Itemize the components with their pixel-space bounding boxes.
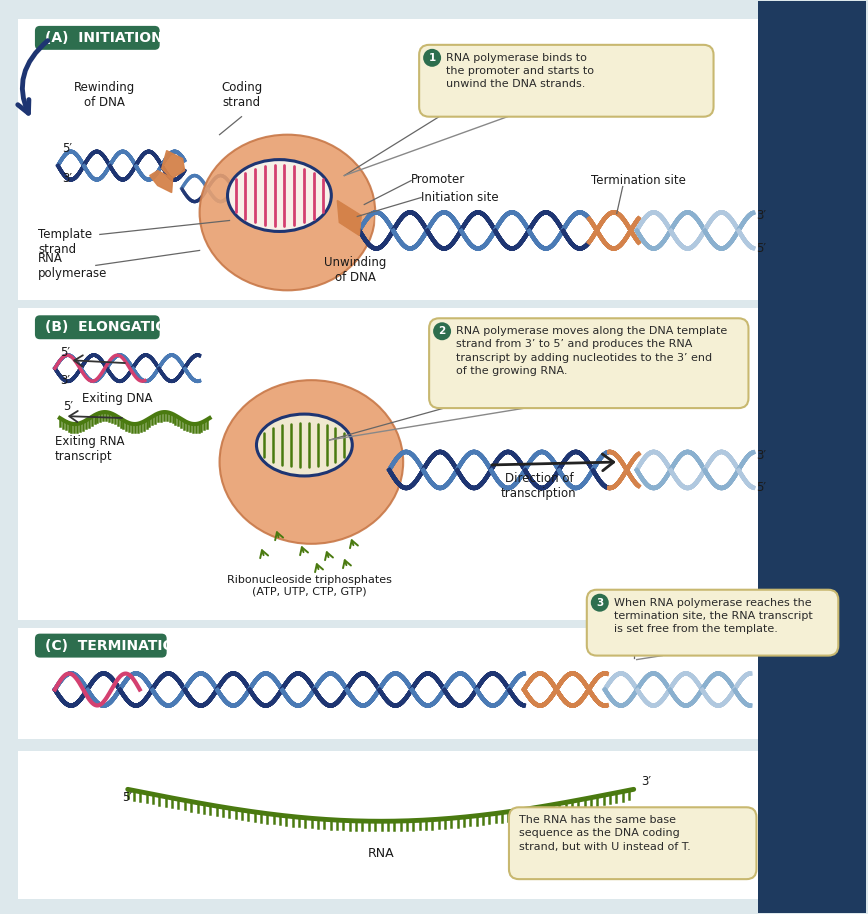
Text: Direction of
transcription: Direction of transcription	[501, 472, 576, 500]
Text: 5′: 5′	[756, 242, 766, 255]
Polygon shape	[149, 171, 173, 193]
FancyBboxPatch shape	[419, 45, 713, 117]
FancyBboxPatch shape	[35, 315, 160, 339]
Text: 5′: 5′	[62, 143, 72, 155]
Ellipse shape	[200, 134, 375, 291]
Text: Coding
strand: Coding strand	[220, 80, 262, 109]
Text: Ribonucleoside triphosphates
(ATP, UTP, CTP, GTP): Ribonucleoside triphosphates (ATP, UTP, …	[227, 575, 391, 596]
Text: (A)  INITIATION: (A) INITIATION	[45, 31, 162, 45]
Text: Termination site: Termination site	[591, 174, 686, 186]
Circle shape	[433, 323, 451, 340]
Polygon shape	[161, 151, 185, 178]
Ellipse shape	[227, 160, 332, 231]
Text: Unwinding
of DNA: Unwinding of DNA	[324, 257, 386, 284]
Text: 3′: 3′	[756, 449, 766, 462]
Polygon shape	[338, 200, 361, 236]
Ellipse shape	[220, 380, 403, 544]
Bar	[18, 19, 759, 301]
FancyBboxPatch shape	[429, 318, 748, 408]
Text: 1: 1	[429, 53, 436, 63]
Ellipse shape	[256, 414, 352, 476]
Text: 5′: 5′	[122, 791, 132, 803]
Text: RNA polymerase binds to
the promoter and starts to
unwind the DNA strands.: RNA polymerase binds to the promoter and…	[446, 53, 594, 90]
FancyBboxPatch shape	[35, 633, 167, 657]
Text: Initiation site: Initiation site	[421, 190, 499, 204]
Text: When RNA polymerase reaches the
termination site, the RNA transcript
is set free: When RNA polymerase reaches the terminat…	[614, 598, 812, 634]
Text: Exiting DNA: Exiting DNA	[82, 392, 152, 405]
Text: 3: 3	[596, 598, 603, 608]
FancyBboxPatch shape	[587, 590, 838, 655]
Text: 5′: 5′	[60, 345, 70, 358]
Text: 3′: 3′	[62, 172, 72, 185]
Text: RNA polymerase moves along the DNA template
strand from 3’ to 5’ and produces th: RNA polymerase moves along the DNA templ…	[456, 326, 727, 376]
Circle shape	[423, 48, 441, 67]
Text: Promoter: Promoter	[411, 173, 465, 186]
Text: Template
strand: Template strand	[38, 228, 92, 257]
Text: (B)  ELONGATION: (B) ELONGATION	[45, 320, 179, 335]
FancyBboxPatch shape	[35, 26, 160, 50]
Text: Rewinding
of DNA: Rewinding of DNA	[74, 80, 135, 109]
Bar	[0, 1, 759, 913]
Text: 5′: 5′	[756, 482, 766, 494]
Text: 3′: 3′	[756, 209, 766, 222]
Bar	[18, 751, 759, 899]
Bar	[18, 308, 759, 620]
Text: Exiting RNA
transcript: Exiting RNA transcript	[55, 435, 124, 463]
Text: 3′: 3′	[60, 374, 70, 387]
Text: RNA
polymerase: RNA polymerase	[38, 252, 108, 281]
Text: 3′: 3′	[641, 775, 651, 788]
Bar	[18, 628, 759, 739]
Text: (C)  TERMINATION: (C) TERMINATION	[45, 639, 186, 653]
Text: The RNA has the same base
sequence as the DNA coding
strand, but with U instead : The RNA has the same base sequence as th…	[519, 815, 691, 852]
Bar	[759, 1, 866, 913]
Circle shape	[591, 594, 608, 611]
Text: 2: 2	[438, 326, 446, 336]
FancyBboxPatch shape	[509, 807, 756, 879]
Text: RNA: RNA	[368, 847, 395, 860]
Text: 5′: 5′	[62, 399, 73, 412]
